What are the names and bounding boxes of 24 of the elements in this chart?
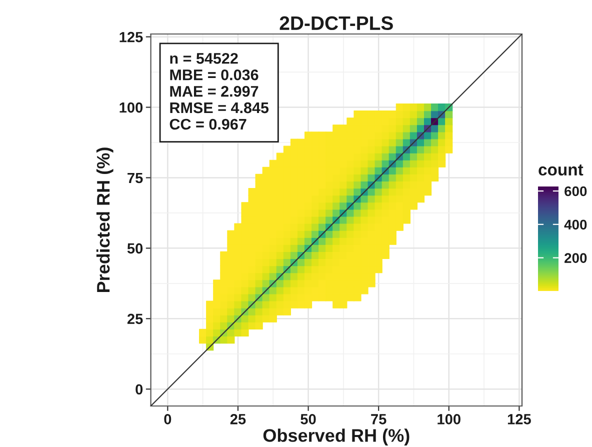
annotation: MBE = 0.036 [170, 69, 258, 80]
x-tick-label: 0 [164, 414, 172, 424]
x-tick-label: 25 [230, 414, 246, 424]
y-tick-label: 75 [128, 172, 143, 184]
annotation: n = 54522 [170, 53, 238, 64]
y-tick-label: 25 [127, 314, 143, 324]
x-tick-label: 50 [300, 414, 316, 424]
annotation: RMSE = 4.845 [170, 102, 269, 114]
chart-title: 2D-DCT-PLS [280, 16, 393, 30]
x-axis-title: Observed RH (%) [263, 428, 410, 446]
x-tick-label: 100 [438, 414, 460, 424]
y-tick-label: 0 [136, 384, 143, 395]
y-tick-label: 50 [127, 243, 143, 254]
color-bar-title: count [538, 164, 584, 176]
y-tick-label: 125 [120, 32, 143, 42]
annotation: CC = 0.967 [170, 118, 246, 130]
color-bar-label: 600 [564, 186, 587, 196]
color-bar-label: 400 [564, 220, 587, 230]
y-tick-label: 100 [120, 102, 143, 113]
color-bar-label: 200 [564, 253, 587, 263]
y-axis-title: Predicted RH (%) [96, 148, 114, 292]
x-tick-label: 125 [508, 414, 531, 424]
x-tick-label: 75 [371, 414, 386, 424]
annotation: MAE = 2.997 [170, 86, 258, 97]
